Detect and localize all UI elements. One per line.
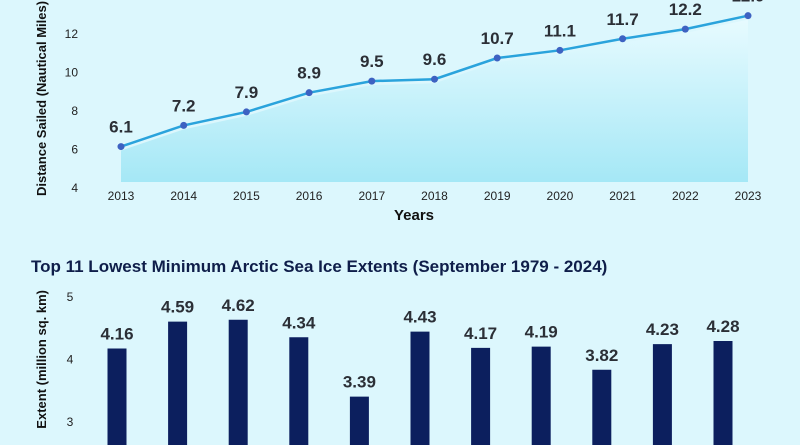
data-label: 7.9 [235, 83, 259, 102]
y-tick-label: 8 [71, 104, 78, 118]
x-tick-label: 2016 [296, 189, 323, 203]
bar [228, 319, 248, 445]
bar [652, 344, 672, 445]
data-point [305, 89, 313, 97]
data-point [556, 46, 564, 54]
line-chart: 4 6 8 10 12 2013 2014 2015 2016 2017 2018 2019 2020 2… [34, 0, 765, 224]
y-tick-label: 4 [71, 181, 78, 195]
y-tick-label: 12 [65, 27, 79, 41]
data-point [180, 121, 188, 129]
bar [592, 369, 612, 445]
data-point [431, 75, 438, 83]
data-label: 3.82 [585, 346, 618, 365]
data-label: 8.9 [297, 64, 321, 83]
data-label: 4.62 [222, 296, 255, 315]
ice-background [121, 19, 748, 182]
bar [168, 321, 188, 445]
y-axis-title: Distance Sailed (Nautical Miles) [34, 1, 49, 196]
y-tick-label: 5 [67, 290, 74, 304]
x-tick-label: 2019 [484, 189, 511, 203]
data-label: 3.39 [343, 373, 376, 392]
bar [713, 341, 733, 445]
data-label: 4.43 [403, 308, 436, 327]
x-tick-label: 2015 [233, 189, 260, 203]
x-tick-label: 2020 [547, 189, 574, 203]
bar [410, 331, 430, 445]
data-label: 12.9 [731, 0, 764, 6]
bar [531, 346, 551, 445]
data-point [681, 25, 689, 33]
data-point [619, 35, 627, 43]
data-label: 4.28 [706, 317, 739, 336]
bar [107, 348, 127, 445]
x-tick-label: 2023 [735, 189, 762, 203]
x-tick-label: 2022 [672, 189, 699, 203]
y-tick-label: 4 [67, 353, 74, 367]
data-label: 4.16 [100, 325, 133, 344]
data-label: 11.1 [544, 21, 576, 40]
y-tick-label: 10 [65, 66, 79, 80]
y-tick-label: 3 [67, 415, 74, 429]
x-axis-title: Years [394, 207, 434, 224]
data-label: 10.7 [481, 29, 514, 48]
data-point [242, 108, 250, 116]
y-tick-label: 6 [71, 143, 78, 157]
data-label: 9.6 [423, 50, 447, 69]
bar-chart: Top 11 Lowest Minimum Arctic Sea Ice Ext… [31, 257, 740, 445]
data-label: 4.17 [464, 324, 497, 343]
bar [289, 337, 309, 445]
x-tick-label: 2013 [108, 189, 135, 203]
data-point [744, 12, 752, 20]
data-label: 12.2 [669, 0, 702, 19]
data-label: 4.23 [646, 320, 679, 339]
x-tick-label: 2014 [170, 189, 197, 203]
data-point [117, 143, 125, 151]
data-label: 4.59 [161, 298, 194, 317]
y-axis-title: Extent (million sq. km) [34, 290, 49, 429]
data-label: 4.34 [282, 313, 316, 332]
bar [471, 347, 491, 445]
x-tick-label: 2018 [421, 189, 448, 203]
data-point [493, 54, 501, 62]
data-label: 9.5 [360, 52, 384, 71]
chart-title: Top 11 Lowest Minimum Arctic Sea Ice Ext… [31, 257, 607, 276]
x-tick-label: 2021 [609, 189, 636, 203]
data-label: 7.2 [172, 96, 196, 115]
data-point [368, 77, 376, 85]
data-label: 6.1 [109, 118, 133, 137]
bar [349, 396, 369, 445]
x-tick-label: 2017 [358, 189, 385, 203]
data-label: 4.19 [525, 323, 558, 342]
data-label: 11.7 [607, 10, 639, 29]
